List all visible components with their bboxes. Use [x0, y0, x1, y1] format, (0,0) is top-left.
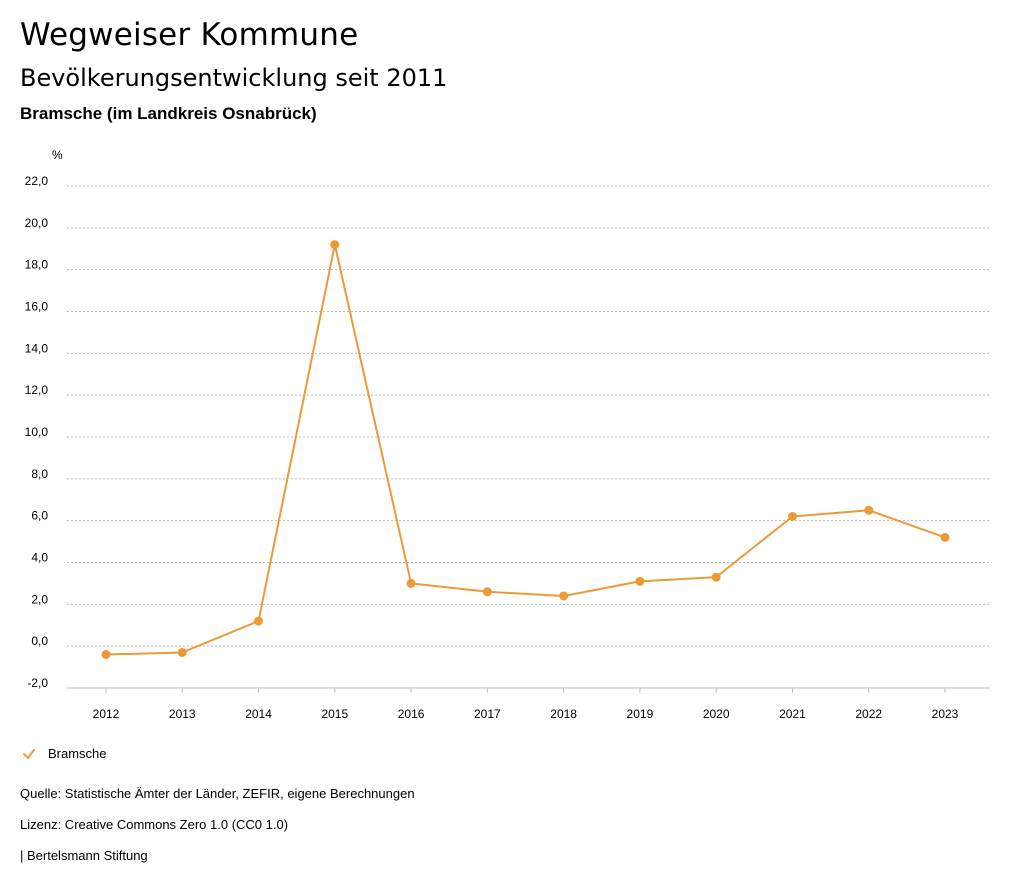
data-point[interactable]: [330, 240, 340, 250]
y-tick-label: 14,0: [25, 341, 49, 355]
chart-subtitle: Bevölkerungsentwicklung seit 2011: [20, 64, 448, 92]
x-tick-label: 2018: [550, 707, 577, 721]
data-point[interactable]: [559, 591, 569, 601]
publisher-note: | Bertelsmann Stiftung: [20, 848, 148, 863]
x-tick-label: 2016: [398, 707, 425, 721]
legend-label: Bramsche: [48, 746, 107, 761]
y-tick-label: 0,0: [31, 634, 48, 648]
x-tick-label: 2014: [245, 707, 272, 721]
y-tick-label: 2,0: [31, 592, 48, 606]
y-tick-label: 12,0: [25, 383, 49, 397]
data-point[interactable]: [940, 532, 950, 542]
x-tick-label: 2020: [703, 707, 730, 721]
grid-lines: [67, 185, 990, 689]
y-tick-label: 4,0: [31, 551, 48, 565]
x-axis: 2012 2013 2014 2015 2016 2017 2018 2019 2020 2021…: [93, 688, 959, 721]
data-point[interactable]: [864, 505, 874, 515]
data-series: [101, 240, 950, 660]
x-tick-label: 2012: [93, 707, 120, 721]
data-point[interactable]: [177, 647, 187, 657]
y-tick-label: -2,0: [27, 676, 48, 690]
y-axis-unit-label: %: [52, 148, 63, 162]
y-tick-label: 16,0: [25, 300, 49, 314]
y-tick-label: 22,0: [25, 174, 49, 188]
source-note: Quelle: Statistische Ämter der Länder, Z…: [20, 786, 415, 801]
x-tick-label: 2013: [169, 707, 196, 721]
y-tick-label: 8,0: [31, 467, 48, 481]
x-tick-label: 2017: [474, 707, 501, 721]
legend-check-icon: [23, 748, 35, 759]
y-tick-label: 18,0: [25, 258, 49, 272]
x-tick-label: 2022: [855, 707, 882, 721]
x-tick-label: 2019: [627, 707, 654, 721]
data-point[interactable]: [406, 578, 416, 588]
data-point[interactable]: [482, 587, 492, 597]
line-chart: % 22,020,018,016,014,012,010,08,06,04,02…: [25, 148, 990, 721]
data-point[interactable]: [254, 616, 264, 626]
license-note: Lizenz: Creative Commons Zero 1.0 (CC0 1…: [20, 817, 289, 832]
data-point[interactable]: [635, 576, 645, 586]
series-line: [105, 243, 946, 656]
legend[interactable]: Bramsche: [22, 746, 107, 761]
y-tick-label: 6,0: [31, 509, 48, 523]
page-title: Wegweiser Kommune: [20, 17, 359, 53]
data-point[interactable]: [101, 650, 111, 660]
x-tick-label: 2015: [321, 707, 348, 721]
data-point[interactable]: [787, 511, 797, 521]
data-point[interactable]: [711, 572, 721, 582]
y-tick-label: 20,0: [25, 216, 49, 230]
y-axis: 22,0 20,0 18,0 16,0 14,0 12,0 10,0 8,0 6,0 4,0 2,0…: [25, 174, 49, 690]
x-tick-label: 2021: [779, 707, 806, 721]
region-label: Bramsche (im Landkreis Osnabrück): [20, 104, 317, 123]
y-tick-label: 10,0: [25, 425, 49, 439]
x-tick-label: 2023: [932, 707, 959, 721]
